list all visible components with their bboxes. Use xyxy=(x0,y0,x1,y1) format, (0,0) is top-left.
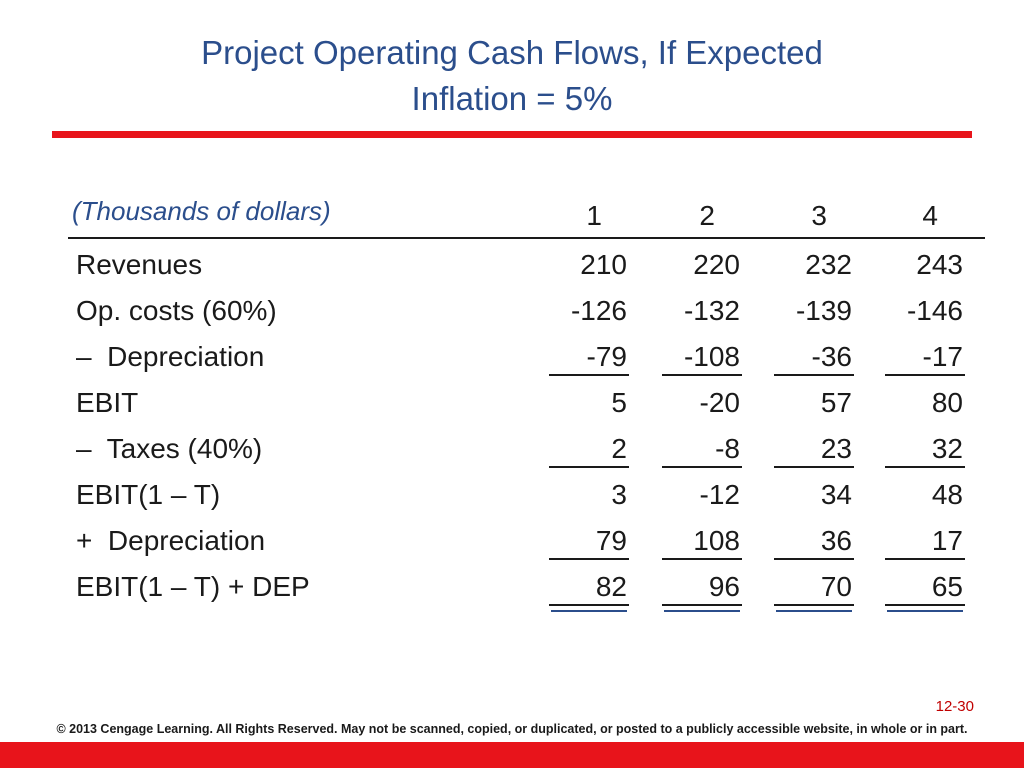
cell-value: -8 xyxy=(715,433,740,464)
row-label: EBIT(1 – T) + DEP xyxy=(76,571,310,602)
underline xyxy=(774,558,854,560)
cell-value: 79 xyxy=(595,525,627,556)
row-label: Revenues xyxy=(76,249,203,280)
cell-value: -17 xyxy=(922,341,963,372)
cell-value: 243 xyxy=(916,249,963,280)
underline xyxy=(664,610,740,612)
cell-value: 96 xyxy=(708,571,740,602)
underline xyxy=(549,466,629,468)
cell-value: -108 xyxy=(683,341,740,372)
cell-value: 57 xyxy=(820,387,852,418)
footer-band xyxy=(0,742,1024,768)
underline xyxy=(549,558,629,560)
column-header: 2 xyxy=(699,200,715,231)
underline xyxy=(551,610,627,612)
underline xyxy=(885,374,965,376)
row-label: + Depreciation xyxy=(76,525,266,556)
cell-value: 2 xyxy=(611,433,627,464)
underline xyxy=(885,558,965,560)
cell-value: -12 xyxy=(699,479,740,510)
underline xyxy=(549,604,629,606)
cell-value: 17 xyxy=(931,525,963,556)
title-bar xyxy=(52,131,972,138)
underline xyxy=(885,466,965,468)
cell-value: 32 xyxy=(931,433,963,464)
underline xyxy=(662,558,742,560)
underline xyxy=(774,374,854,376)
cell-value: 5 xyxy=(611,387,627,418)
cell-value: 80 xyxy=(931,387,963,418)
cell-value: -126 xyxy=(570,295,627,326)
underline xyxy=(549,374,629,376)
underline xyxy=(774,604,854,606)
row-label: – Depreciation xyxy=(76,341,265,372)
underline xyxy=(662,604,742,606)
cell-value: -79 xyxy=(586,341,627,372)
cell-value: 232 xyxy=(805,249,852,280)
cell-value: 3 xyxy=(611,479,627,510)
cell-value: -132 xyxy=(683,295,740,326)
underline xyxy=(887,610,963,612)
header-rule xyxy=(68,237,985,239)
cell-value: 220 xyxy=(693,249,740,280)
cell-value: 210 xyxy=(580,249,627,280)
underline xyxy=(885,604,965,606)
cell-value: -20 xyxy=(699,387,740,418)
cell-value: 65 xyxy=(931,571,963,602)
row-label: EBIT xyxy=(76,387,139,418)
underline xyxy=(662,466,742,468)
underline xyxy=(774,466,854,468)
cell-value: -36 xyxy=(811,341,852,372)
cell-value: 36 xyxy=(820,525,852,556)
cell-value: 70 xyxy=(820,571,852,602)
cell-value: 34 xyxy=(820,479,852,510)
column-header: 3 xyxy=(811,200,827,231)
row-label: EBIT(1 – T) xyxy=(76,479,221,510)
title-line: Inflation = 5% xyxy=(411,80,613,117)
title-line: Project Operating Cash Flows, If Expecte… xyxy=(201,34,823,71)
cell-value: 108 xyxy=(693,525,740,556)
unit-note: (Thousands of dollars) xyxy=(72,196,331,226)
copyright: © 2013 Cengage Learning. All Rights Rese… xyxy=(56,722,968,736)
cell-value: -146 xyxy=(906,295,963,326)
underline xyxy=(662,374,742,376)
row-label: Op. costs (60%) xyxy=(76,295,277,326)
page-number: 12-30 xyxy=(935,698,974,715)
cell-value: 23 xyxy=(820,433,852,464)
column-header: 4 xyxy=(922,200,938,231)
cell-value: 48 xyxy=(931,479,963,510)
column-header: 1 xyxy=(586,200,602,231)
cell-value: 82 xyxy=(595,571,627,602)
row-label: – Taxes (40%) xyxy=(76,433,263,464)
underline xyxy=(776,610,852,612)
cell-value: -139 xyxy=(795,295,852,326)
